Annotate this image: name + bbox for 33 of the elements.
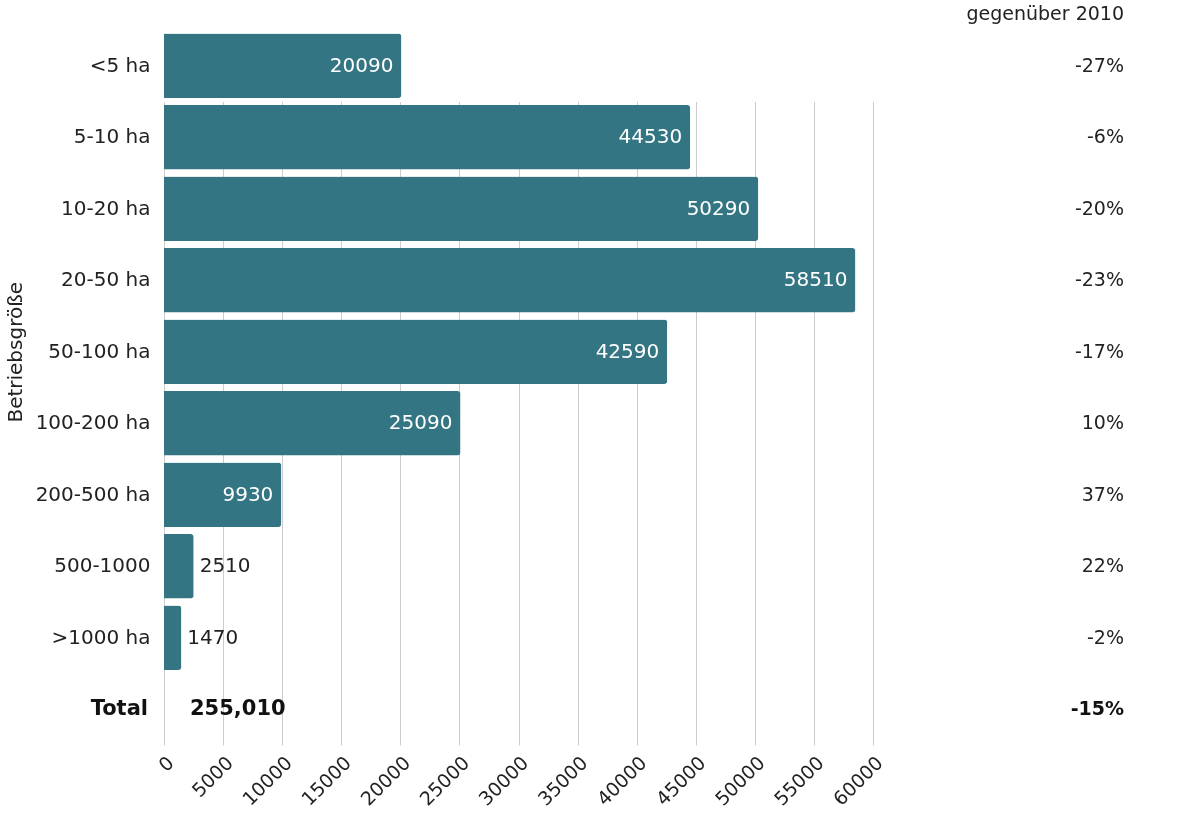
text: 22% bbox=[1081, 554, 1124, 577]
y-tick-label: 5-10 ha bbox=[73, 124, 151, 149]
data-label: 42590 bbox=[595, 338, 660, 363]
text: -23% bbox=[1074, 268, 1124, 291]
x-tick-label: 0 bbox=[153, 751, 178, 776]
text: 255,010 bbox=[190, 696, 286, 721]
data-label: 25090 bbox=[388, 410, 453, 435]
data-label: 9930 bbox=[222, 481, 274, 506]
y-tick-label: 20-50 ha bbox=[61, 267, 151, 292]
data-label: 50290 bbox=[686, 195, 751, 220]
text: -20% bbox=[1074, 196, 1124, 219]
text: Total bbox=[90, 696, 148, 721]
data-label: 20090 bbox=[329, 52, 394, 77]
data-label: 2510 bbox=[199, 553, 251, 578]
text: gegenüber 2010 bbox=[966, 2, 1124, 24]
text: -27% bbox=[1074, 53, 1124, 76]
y-tick-label: 100-200 ha bbox=[35, 410, 151, 435]
y-tick-label: 200-500 ha bbox=[35, 481, 151, 506]
y-axis-title: Betriebsgröße bbox=[2, 281, 27, 423]
data-label: 1470 bbox=[187, 624, 239, 649]
text: -17% bbox=[1074, 339, 1124, 362]
y-tick-label: 500-1000 bbox=[54, 553, 151, 578]
y-tick-label: 10-20 ha bbox=[61, 195, 151, 220]
text: -6% bbox=[1087, 125, 1124, 148]
y-tick-label: 50-100 ha bbox=[48, 338, 151, 363]
y-tick-label: <5 ha bbox=[89, 52, 151, 77]
y-tick-label: >1000 ha bbox=[51, 624, 151, 649]
text: -2% bbox=[1087, 625, 1124, 648]
data-label: 58510 bbox=[783, 267, 848, 292]
text: -15% bbox=[1070, 697, 1124, 720]
data-label: 44530 bbox=[618, 124, 683, 149]
text: 37% bbox=[1081, 482, 1124, 505]
text: 10% bbox=[1081, 411, 1124, 434]
